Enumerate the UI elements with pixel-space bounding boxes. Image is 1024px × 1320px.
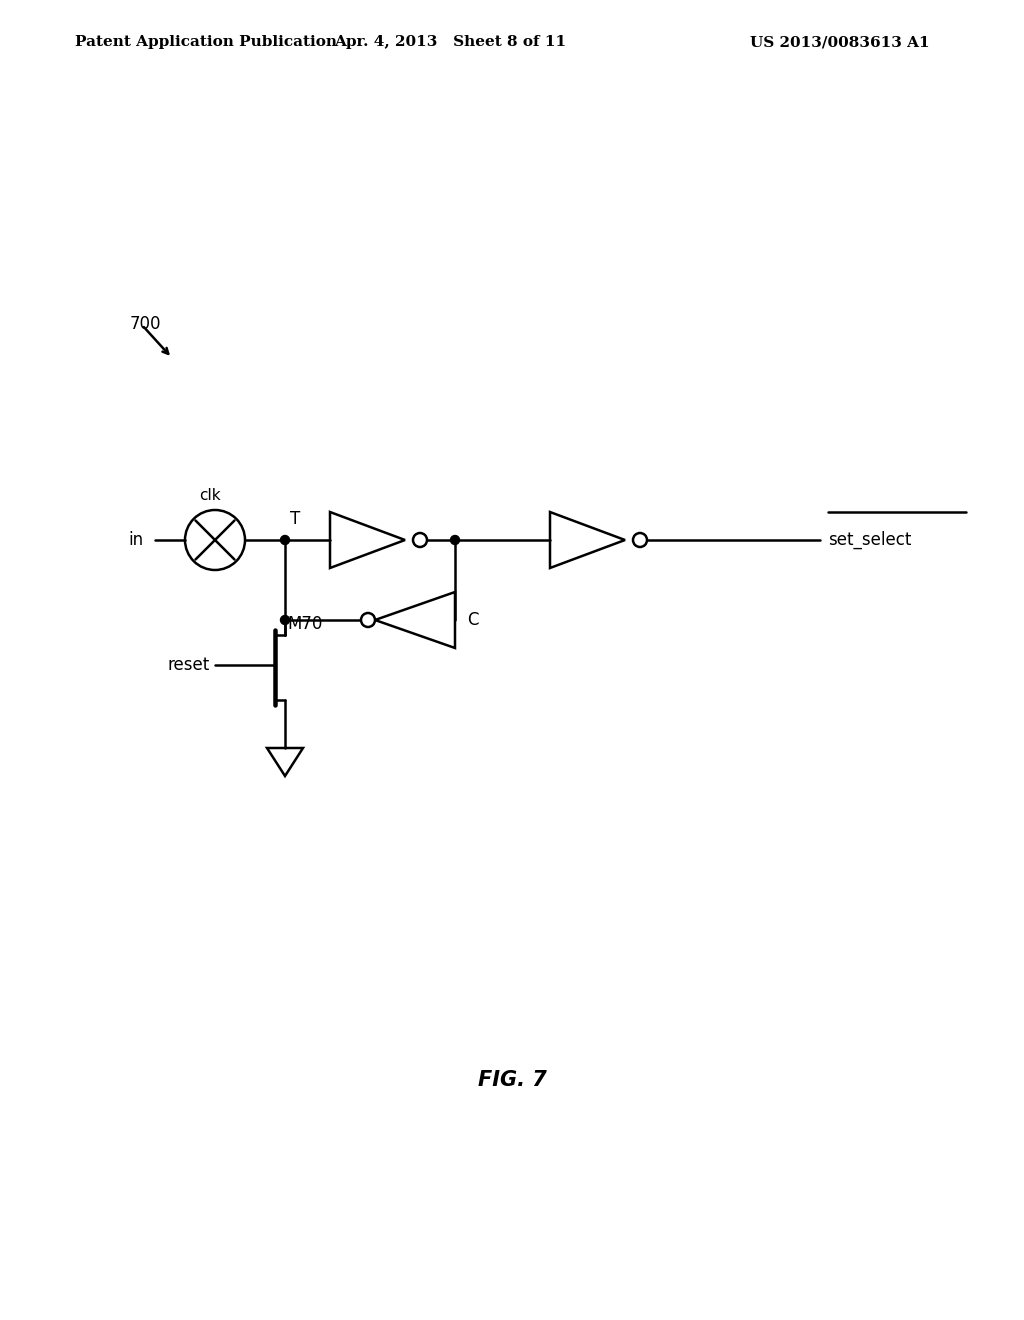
Text: 700: 700 xyxy=(130,315,162,333)
Text: clk: clk xyxy=(200,488,221,503)
Text: C: C xyxy=(467,611,478,630)
Circle shape xyxy=(633,533,647,546)
Circle shape xyxy=(451,536,460,544)
Text: US 2013/0083613 A1: US 2013/0083613 A1 xyxy=(751,36,930,49)
Circle shape xyxy=(413,533,427,546)
Circle shape xyxy=(361,612,375,627)
Text: Patent Application Publication: Patent Application Publication xyxy=(75,36,337,49)
Text: M70: M70 xyxy=(287,615,323,634)
Text: T: T xyxy=(290,510,300,528)
Text: Apr. 4, 2013   Sheet 8 of 11: Apr. 4, 2013 Sheet 8 of 11 xyxy=(334,36,566,49)
Text: reset: reset xyxy=(168,656,210,675)
Text: set_select: set_select xyxy=(828,531,911,549)
Circle shape xyxy=(281,536,290,544)
Text: in: in xyxy=(128,531,143,549)
Text: FIG. 7: FIG. 7 xyxy=(477,1071,547,1090)
Circle shape xyxy=(281,615,290,624)
